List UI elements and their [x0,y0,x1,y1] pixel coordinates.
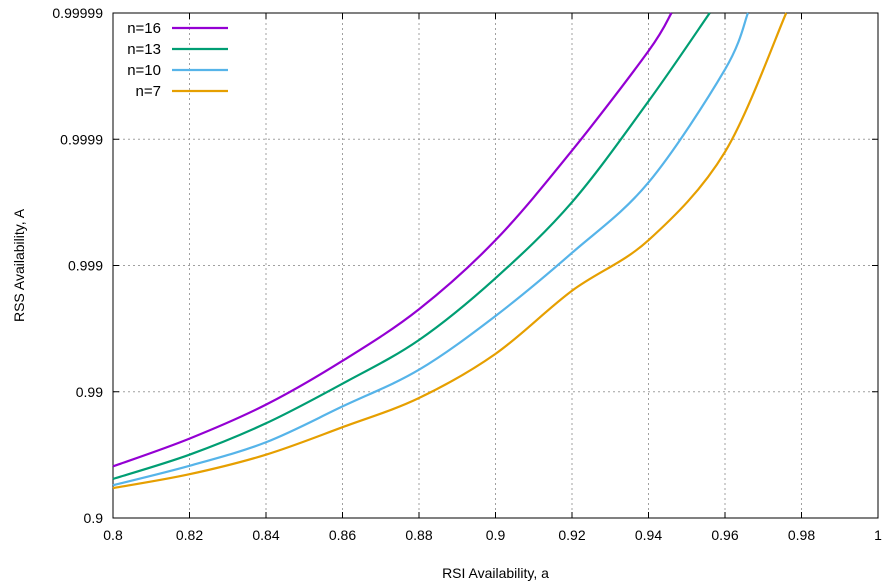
legend: n=16 n=13 n=10 n=7 [127,20,228,100]
x-tick-label: 0.9 [486,527,506,543]
y-axis-label: RSS Availability, A [11,208,27,322]
legend-label: n=16 [127,20,161,37]
x-tick-label: 0.86 [329,527,356,543]
x-tick-label: 0.98 [788,527,815,543]
x-tick-label: 0.92 [558,527,585,543]
x-tick-label: 0.84 [252,527,279,543]
y-tick-label: 0.99999 [52,5,103,21]
legend-label: n=13 [127,41,161,58]
legend-label: n=10 [127,62,161,79]
series-group [112,12,788,490]
x-tick-label: 1 [874,527,882,543]
series-line-n-10 [112,12,749,487]
x-axis-label: RSI Availability, a [442,565,549,581]
series-line-n-16 [112,12,673,468]
x-tick-label: 0.94 [635,527,662,543]
y-tick-label: 0.99 [76,384,103,400]
x-tick-label: 0.96 [711,527,738,543]
y-tick-label: 0.9999 [60,131,103,147]
legend-label: n=7 [136,83,161,100]
series-line-n-7 [112,12,788,490]
x-tick-label: 0.82 [176,527,203,543]
ticks: 0.8 0.82 0.84 0.86 0.88 0.9 0.92 0.94 0.96 0.98 1 0… [52,5,882,543]
series-line-n-13 [112,12,711,480]
grid [113,13,878,518]
y-tick-label: 0.999 [68,258,103,274]
x-tick-label: 0.8 [103,527,123,543]
x-tick-label: 0.88 [405,527,432,543]
y-tick-label: 0.9 [84,510,104,526]
